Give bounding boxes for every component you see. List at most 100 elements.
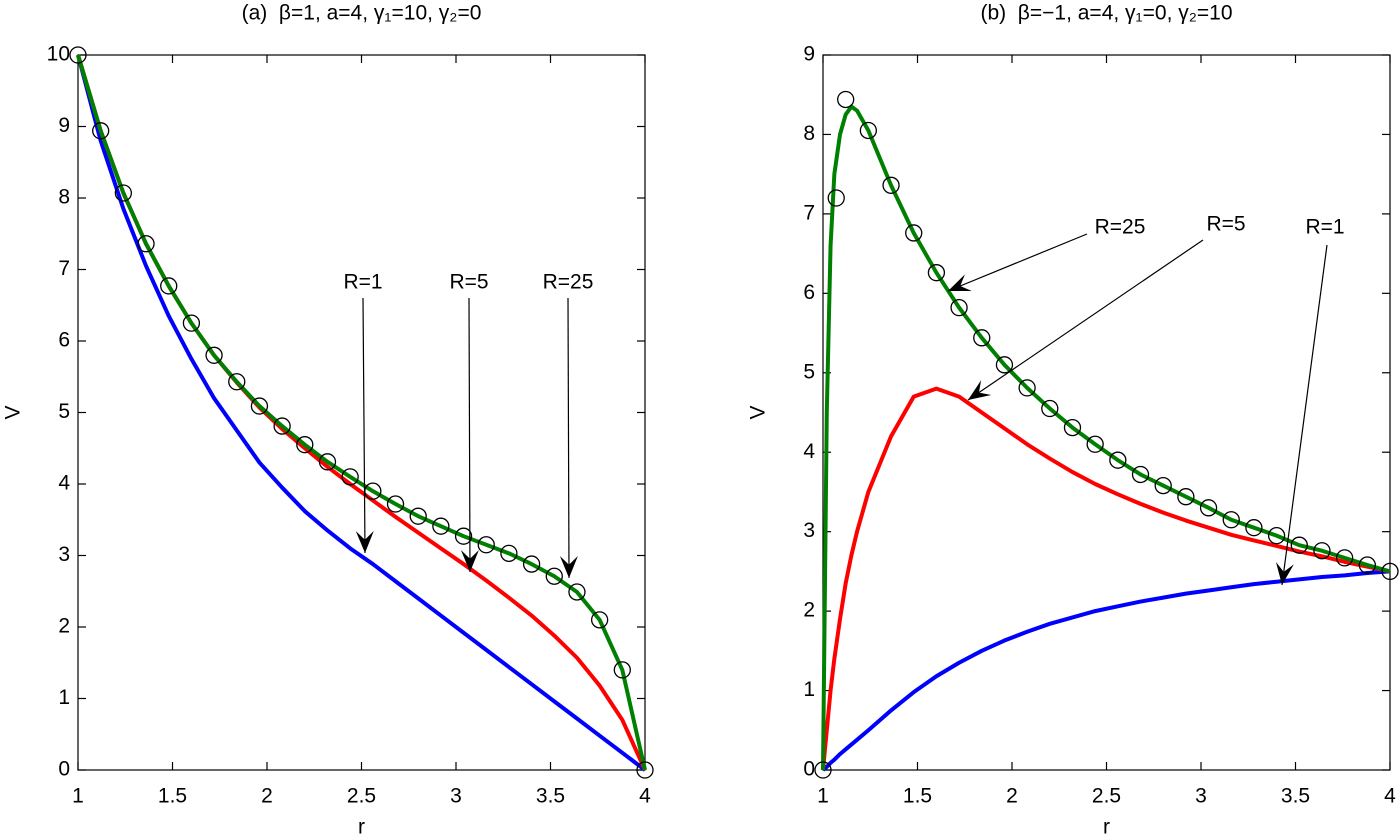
marker (318, 453, 337, 471)
arrow-head (559, 555, 578, 578)
marker (296, 436, 314, 454)
annotation-arrow (362, 297, 366, 554)
marker (1290, 536, 1308, 554)
y-tick-label: 2 (58, 615, 70, 638)
marker (69, 46, 87, 64)
marker (228, 373, 246, 391)
y-tick-label: 3 (58, 543, 70, 566)
marker (114, 184, 133, 202)
y-tick-label: 0 (803, 758, 815, 781)
y-tick-label: 5 (803, 360, 815, 383)
y-tick-label: 7 (58, 257, 70, 280)
y-tick-label: 0 (58, 758, 70, 781)
marker (568, 583, 586, 601)
x-tick-label: 2 (261, 785, 273, 808)
y-tick-label: 8 (58, 186, 70, 209)
curve (76, 54, 647, 772)
panel: (a) β=1, a=4, γ₁=10, γ₂=0 r V 1 1.5 2 2.5 3 3.5 4… (2, 2, 654, 838)
arrow-head (948, 274, 972, 291)
arrow-head (460, 549, 479, 572)
y-axis-label: V (747, 405, 770, 419)
marker (205, 346, 223, 364)
annotation-arrow (947, 233, 1088, 292)
curve (76, 54, 647, 771)
marker (545, 567, 563, 585)
x-tick-label: 1 (817, 785, 829, 808)
marker (1018, 379, 1036, 397)
curve (821, 569, 1391, 772)
y-tick-label: 7 (803, 201, 815, 224)
annotation: R=5 (1206, 213, 1245, 236)
chart-title: (a) β=1, a=4, γ₁=10, γ₂=0 (242, 2, 482, 25)
plot-frame (77, 54, 646, 771)
marker (386, 495, 405, 513)
y-axis-label: V (2, 405, 25, 419)
y-tick-label: 3 (803, 519, 815, 542)
marker (905, 224, 923, 242)
marker (477, 536, 495, 554)
marker (1086, 435, 1104, 453)
marker (590, 611, 609, 629)
marker (1267, 526, 1286, 545)
y-tick-label: 1 (58, 686, 70, 709)
annotation-arrow (468, 297, 471, 573)
arrow-head (355, 530, 374, 553)
y-tick-label: 4 (58, 472, 70, 495)
y-tick-label: 9 (58, 114, 70, 137)
marker (250, 397, 269, 415)
marker (137, 235, 155, 253)
marker (1358, 556, 1376, 574)
chart-title: (b) β=−1, a=4, γ₁=0, γ₂=10 (980, 2, 1232, 25)
y-tick-label: 1 (803, 678, 815, 701)
marker (432, 517, 450, 535)
marker (160, 277, 178, 295)
marker (341, 468, 359, 486)
marker (882, 176, 900, 194)
marker (500, 544, 518, 563)
marker (1131, 465, 1150, 484)
marker (927, 264, 946, 282)
y-tick-label: 6 (58, 329, 70, 352)
curve (821, 386, 1391, 771)
marker (827, 189, 845, 207)
arrow-head (968, 380, 992, 400)
annotation-arrow (567, 297, 570, 579)
annotation: R=1 (343, 271, 382, 294)
marker (950, 298, 968, 317)
annotation: R=25 (1095, 216, 1146, 239)
marker (1154, 476, 1172, 495)
x-tick-label: 3 (450, 785, 462, 808)
x-tick-label: 1.5 (903, 785, 932, 808)
marker (1313, 542, 1331, 560)
curve (76, 54, 647, 771)
plot-frame (822, 54, 1391, 771)
marker (1335, 549, 1354, 567)
annotation: R=25 (543, 271, 594, 294)
x-tick-label: 2.5 (347, 785, 376, 808)
x-tick-label: 3.5 (1281, 785, 1310, 808)
annotation: R=5 (449, 271, 488, 294)
marker (273, 417, 291, 435)
x-tick-label: 4 (1384, 785, 1396, 808)
marker (522, 555, 541, 573)
marker (1041, 399, 1059, 418)
x-tick-label: 1.5 (158, 785, 187, 808)
marker (1381, 562, 1399, 581)
marker (1063, 418, 1082, 437)
marker (1222, 511, 1240, 529)
marker (409, 507, 427, 525)
marker (182, 314, 201, 332)
marker (1177, 488, 1195, 506)
marker (837, 90, 855, 109)
marker (973, 329, 991, 347)
marker (1245, 519, 1263, 537)
arrow-head (1275, 562, 1294, 585)
x-axis-label: r (1103, 816, 1110, 838)
x-tick-label: 3.5 (536, 785, 565, 808)
y-tick-label: 5 (58, 400, 70, 423)
y-tick-label: 2 (803, 599, 815, 622)
x-axis-label: r (358, 816, 365, 838)
marker (454, 527, 473, 545)
